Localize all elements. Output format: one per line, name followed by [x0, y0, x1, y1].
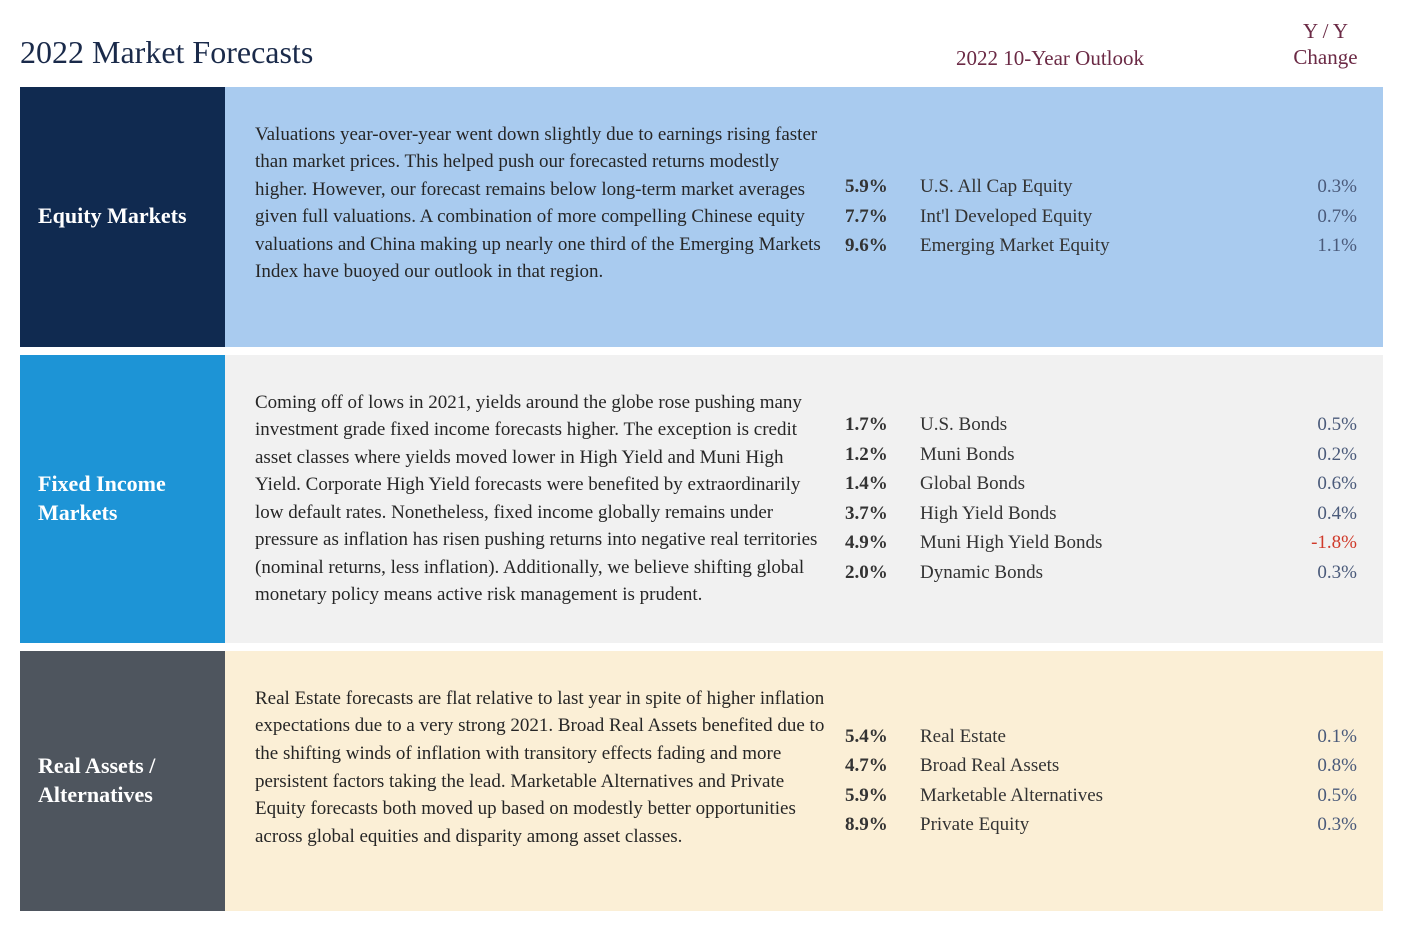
- forecast-yy-change: 0.1%: [1267, 722, 1357, 751]
- forecast-row: 4.7%Broad Real Assets0.8%: [845, 751, 1357, 780]
- section-sidebar: Equity Markets: [20, 87, 225, 347]
- section-description: Coming off of lows in 2021, yields aroun…: [255, 389, 845, 609]
- forecast-row: 5.9%Marketable Alternatives0.5%: [845, 781, 1357, 810]
- forecast-label: Dynamic Bonds: [920, 558, 1267, 587]
- forecast-pct: 5.9%: [845, 781, 920, 810]
- section-label: Real Assets / Alternatives: [38, 752, 207, 809]
- forecast-yy-change: -1.8%: [1267, 528, 1357, 557]
- forecast-pct: 4.7%: [845, 751, 920, 780]
- forecast-label: High Yield Bonds: [920, 499, 1267, 528]
- page-title: 2022 Market Forecasts: [20, 34, 920, 71]
- forecast-label: U.S. Bonds: [920, 410, 1267, 439]
- section-label: Equity Markets: [38, 202, 187, 231]
- forecast-pct: 1.7%: [845, 410, 920, 439]
- forecast-row: 5.9%U.S. All Cap Equity0.3%: [845, 172, 1357, 201]
- forecast-row: 1.2%Muni Bonds0.2%: [845, 440, 1357, 469]
- section-data: 5.4%Real Estate0.1%4.7%Broad Real Assets…: [845, 685, 1357, 877]
- forecast-pct: 5.9%: [845, 172, 920, 201]
- outlook-heading: 2022 10-Year Outlook: [920, 46, 1180, 71]
- forecast-row: 9.6%Emerging Market Equity1.1%: [845, 231, 1357, 260]
- forecast-pct: 2.0%: [845, 558, 920, 587]
- section-data: 1.7%U.S. Bonds0.5%1.2%Muni Bonds0.2%1.4%…: [845, 389, 1357, 609]
- forecast-yy-change: 0.3%: [1267, 172, 1357, 201]
- forecast-label: Muni Bonds: [920, 440, 1267, 469]
- forecast-row: 5.4%Real Estate0.1%: [845, 722, 1357, 751]
- forecast-yy-change: 0.3%: [1267, 810, 1357, 839]
- forecast-label: U.S. All Cap Equity: [920, 172, 1267, 201]
- section-body: Coming off of lows in 2021, yields aroun…: [225, 355, 1383, 643]
- change-heading-line2: Change: [1293, 45, 1357, 69]
- forecast-pct: 4.9%: [845, 528, 920, 557]
- forecast-pct: 5.4%: [845, 722, 920, 751]
- forecast-row: 3.7%High Yield Bonds0.4%: [845, 499, 1357, 528]
- forecast-yy-change: 0.5%: [1267, 410, 1357, 439]
- forecast-pct: 1.4%: [845, 469, 920, 498]
- forecast-yy-change: 0.2%: [1267, 440, 1357, 469]
- forecast-label: Muni High Yield Bonds: [920, 528, 1267, 557]
- page-header: 2022 Market Forecasts 2022 10-Year Outlo…: [0, 0, 1403, 87]
- forecast-label: Int'l Developed Equity: [920, 202, 1267, 231]
- forecast-row: 1.4%Global Bonds0.6%: [845, 469, 1357, 498]
- forecast-label: Broad Real Assets: [920, 751, 1267, 780]
- section-body: Valuations year-over-year went down slig…: [225, 87, 1383, 347]
- forecast-row: 4.9%Muni High Yield Bonds-1.8%: [845, 528, 1357, 557]
- forecast-label: Global Bonds: [920, 469, 1267, 498]
- header-right: 2022 10-Year Outlook Y / Y Change: [920, 18, 1383, 71]
- forecast-row: 8.9%Private Equity0.3%: [845, 810, 1357, 839]
- change-heading-line1: Y / Y: [1303, 19, 1348, 43]
- forecast-label: Marketable Alternatives: [920, 781, 1267, 810]
- forecast-section: Equity Markets Valuations year-over-year …: [20, 87, 1383, 347]
- forecast-pct: 9.6%: [845, 231, 920, 260]
- section-label: Fixed Income Markets: [38, 470, 207, 527]
- forecast-label: Emerging Market Equity: [920, 231, 1267, 260]
- forecast-row: 7.7%Int'l Developed Equity0.7%: [845, 202, 1357, 231]
- change-heading: Y / Y Change: [1268, 18, 1383, 71]
- forecast-label: Private Equity: [920, 810, 1267, 839]
- forecast-yy-change: 0.8%: [1267, 751, 1357, 780]
- forecast-pct: 3.7%: [845, 499, 920, 528]
- forecast-yy-change: 0.5%: [1267, 781, 1357, 810]
- forecast-section: Fixed Income Markets Coming off of lows i…: [20, 355, 1383, 643]
- forecast-pct: 7.7%: [845, 202, 920, 231]
- forecast-yy-change: 0.6%: [1267, 469, 1357, 498]
- forecast-yy-change: 0.3%: [1267, 558, 1357, 587]
- forecast-yy-change: 0.4%: [1267, 499, 1357, 528]
- section-data: 5.9%U.S. All Cap Equity0.3%7.7%Int'l Dev…: [845, 121, 1357, 313]
- forecast-row: 2.0%Dynamic Bonds0.3%: [845, 558, 1357, 587]
- section-description: Valuations year-over-year went down slig…: [255, 121, 845, 313]
- section-body: Real Estate forecasts are flat relative …: [225, 651, 1383, 911]
- forecast-yy-change: 1.1%: [1267, 231, 1357, 260]
- forecast-row: 1.7%U.S. Bonds0.5%: [845, 410, 1357, 439]
- forecast-label: Real Estate: [920, 722, 1267, 751]
- forecast-section: Real Assets / Alternatives Real Estate fo…: [20, 651, 1383, 911]
- forecast-pct: 1.2%: [845, 440, 920, 469]
- section-sidebar: Fixed Income Markets: [20, 355, 225, 643]
- section-sidebar: Real Assets / Alternatives: [20, 651, 225, 911]
- forecast-pct: 8.9%: [845, 810, 920, 839]
- forecast-yy-change: 0.7%: [1267, 202, 1357, 231]
- section-description: Real Estate forecasts are flat relative …: [255, 685, 845, 877]
